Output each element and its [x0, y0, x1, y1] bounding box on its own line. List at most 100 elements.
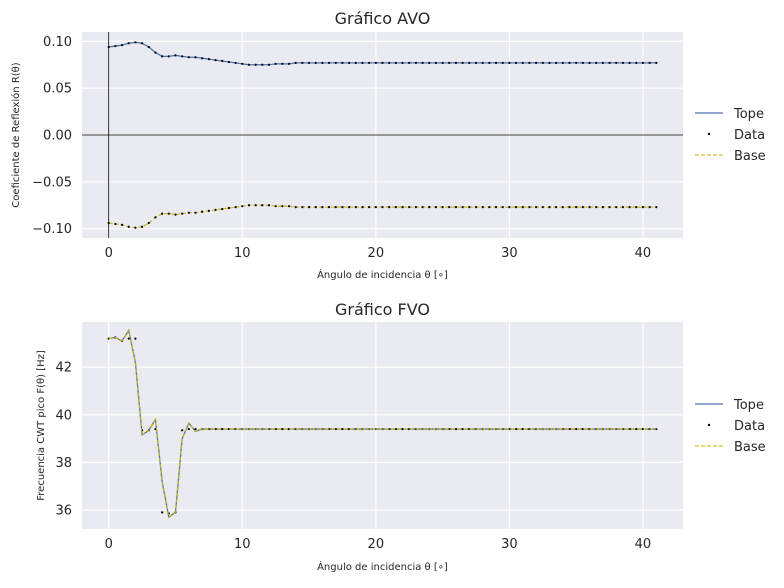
fvo-data-point — [635, 427, 638, 431]
avo-data-point — [107, 45, 110, 49]
avo-data-point — [154, 51, 157, 54]
avo-data-point — [401, 206, 404, 209]
avo-x-tick-label: 20 — [368, 246, 385, 261]
avo-data-point — [181, 55, 184, 58]
avo-data-point — [534, 206, 538, 209]
avo-data-point — [521, 206, 524, 209]
avo-series-data — [107, 41, 658, 66]
avo-data-point — [127, 42, 130, 45]
fvo-data-point — [575, 427, 578, 431]
fvo-data-point — [514, 427, 518, 431]
fvo-data-point — [281, 427, 284, 431]
avo-data-point — [608, 61, 611, 64]
avo-data-point — [348, 61, 351, 64]
legend-label: Base — [734, 440, 766, 455]
avo-data-point — [601, 61, 604, 64]
avo-data-point — [361, 206, 364, 209]
avo-data-point — [120, 44, 124, 47]
avo-data-point — [468, 61, 471, 64]
avo-data-point — [327, 206, 331, 209]
fvo-legend: Tope Data Base — [695, 398, 766, 455]
legend-swatch-point — [707, 132, 711, 136]
avo-data-point — [468, 206, 471, 209]
avo-data-point — [401, 61, 404, 64]
avo-data-point — [561, 61, 564, 64]
legend-label: Tope — [733, 398, 764, 413]
avo-data-point — [361, 61, 364, 64]
avo-data-point — [354, 61, 357, 64]
avo-y-tick-label: −0.05 — [32, 175, 72, 190]
avo-data-point — [621, 61, 625, 64]
avo-data-point — [301, 206, 304, 209]
avo-data-point — [441, 206, 444, 209]
avo-data-point — [214, 58, 217, 62]
avo-data-point — [388, 61, 391, 64]
avo-data-point — [394, 206, 397, 209]
avo-data-point — [548, 206, 551, 209]
avo-chart-title: Gráfico AVO — [335, 9, 431, 28]
fvo-data-point — [181, 429, 184, 432]
avo-data-point — [434, 206, 438, 209]
fvo-y-tick-label: 38 — [55, 456, 72, 471]
avo-y-tick-label: 0.00 — [43, 129, 72, 144]
avo-data-point — [461, 61, 464, 64]
avo-data-point — [595, 61, 598, 64]
avo-data-point — [501, 61, 504, 64]
avo-data-point — [601, 206, 604, 209]
avo-data-point — [307, 206, 311, 209]
avo-data-point — [187, 211, 190, 214]
fvo-x-tick-label: 20 — [368, 537, 385, 552]
legend-label: Data — [734, 128, 765, 143]
legend-swatch-point — [707, 423, 711, 427]
avo-data-point — [234, 206, 237, 209]
avo-data-point — [528, 61, 531, 64]
avo-data-point — [141, 42, 144, 45]
avo-data-point — [528, 206, 531, 209]
avo-chart: 0 10 20 30 40 0.10 0.05 0.00 −0.05 −0.10 Gráfico A… — [10, 9, 766, 281]
avo-data-point — [608, 206, 611, 209]
avo-data-point — [635, 206, 638, 209]
avo-data-point — [454, 61, 458, 64]
avo-data-point — [334, 206, 337, 209]
avo-data-point — [314, 61, 317, 64]
fvo-y-tick-label: 40 — [55, 408, 72, 423]
avo-data-point — [568, 61, 571, 64]
fvo-data-point — [521, 427, 524, 431]
avo-data-point — [348, 206, 351, 209]
avo-data-point — [341, 61, 344, 64]
avo-data-point — [655, 61, 658, 64]
avo-data-point — [374, 61, 377, 64]
avo-data-point — [648, 206, 651, 209]
fvo-data-point — [454, 427, 458, 431]
avo-data-point — [314, 206, 317, 209]
avo-data-point — [374, 206, 377, 209]
avo-data-point — [541, 206, 544, 209]
avo-data-point — [595, 206, 598, 209]
avo-data-point — [301, 61, 304, 64]
avo-data-point — [561, 206, 564, 209]
avo-data-point — [488, 61, 491, 64]
avo-data-point — [307, 61, 311, 64]
avo-data-point — [541, 61, 544, 64]
avo-data-point — [575, 206, 578, 209]
avo-data-point — [127, 225, 130, 228]
avo-data-point — [214, 208, 217, 212]
avo-y-tick-label: −0.10 — [32, 222, 72, 237]
fvo-data-point — [401, 427, 404, 431]
avo-data-point — [414, 61, 417, 64]
avo-data-point — [408, 206, 411, 209]
avo-data-point — [434, 61, 438, 64]
avo-data-point — [261, 63, 264, 66]
avo-data-point — [247, 204, 251, 207]
avo-data-point — [194, 56, 197, 59]
avo-data-point — [635, 61, 638, 64]
fvo-y-axis-label: Frecuencia CWT pico F(θ) [Hz] — [36, 350, 47, 501]
avo-data-point — [254, 204, 257, 207]
avo-data-point — [641, 206, 645, 209]
avo-data-point — [534, 61, 538, 64]
avo-data-point — [508, 61, 511, 64]
avo-data-point — [615, 61, 618, 64]
avo-data-point — [227, 206, 231, 210]
avo-data-point — [621, 206, 625, 209]
avo-x-tick-label: 30 — [501, 246, 518, 261]
